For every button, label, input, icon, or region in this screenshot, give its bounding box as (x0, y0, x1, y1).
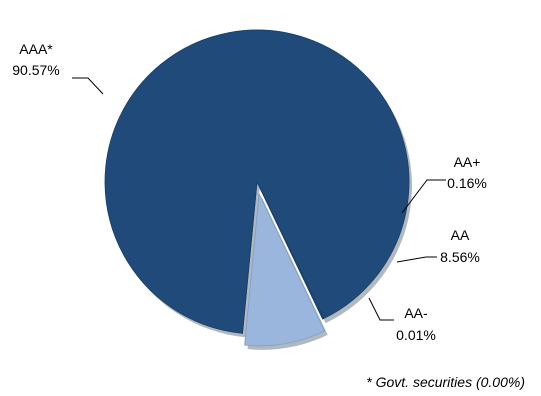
slice-label-aaa: AAA* (19, 41, 53, 57)
leader-line-aa-plus (401, 179, 446, 214)
slice-value-aa-minus: 0.01% (396, 327, 436, 343)
pie-slice-aa-plus (256, 181, 325, 320)
slice-value-aa-plus: 0.16% (447, 175, 487, 191)
slice-label-aa: AA (451, 227, 470, 243)
leader-lines (72, 77, 446, 321)
leader-line-aa (396, 256, 437, 263)
slice-labels: AAA* 90.57% AA+ 0.16% AA 8.56% AA- 0.01% (12, 41, 487, 343)
pie-slice-aa-minus (242, 181, 258, 334)
slice-value-aa: 8.56% (440, 249, 480, 265)
pie-slices (104, 29, 410, 347)
pie-chart: AAA* 90.57% AA+ 0.16% AA 8.56% AA- 0.01% (12, 29, 487, 350)
slice-label-aa-minus: AA- (404, 305, 428, 321)
pie-slice-aa (244, 193, 326, 347)
slice-value-aaa: 90.57% (12, 62, 59, 78)
leader-line-aaa (72, 77, 104, 95)
slice-label-aa-plus: AA+ (454, 154, 481, 170)
leader-line-aa-minus (368, 297, 394, 321)
footnote: * Govt. securities (0.00%) (366, 374, 525, 390)
